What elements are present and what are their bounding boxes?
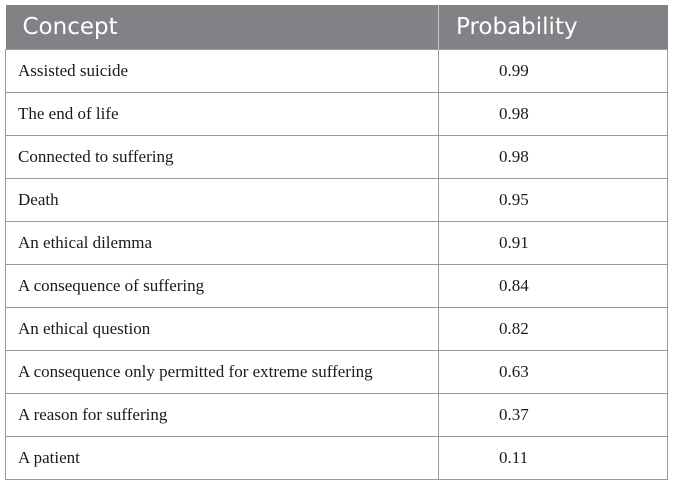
concept-cell: An ethical dilemma xyxy=(5,220,439,265)
probability-cell: 0.63 xyxy=(438,349,668,394)
table-row: A consequence of suffering 0.84 xyxy=(5,263,668,308)
probability-cell: 0.98 xyxy=(438,134,668,179)
table-row: Connected to suffering 0.98 xyxy=(5,134,668,179)
table-row: A reason for suffering 0.37 xyxy=(5,392,668,437)
concept-cell: Death xyxy=(5,177,439,222)
concept-cell: Assisted suicide xyxy=(5,48,439,93)
table-row: An ethical question 0.82 xyxy=(5,306,668,351)
table-body: Assisted suicide 0.99 The end of life 0.… xyxy=(5,48,668,480)
probability-cell: 0.84 xyxy=(438,263,668,308)
table-row: The end of life 0.98 xyxy=(5,91,668,136)
concept-cell: An ethical question xyxy=(5,306,439,351)
header-row: Concept Probability xyxy=(5,5,668,49)
table-row: A consequence only permitted for extreme… xyxy=(5,349,668,394)
column-header-probability: Probability xyxy=(438,5,668,49)
concept-cell: A consequence only permitted for extreme… xyxy=(5,349,439,394)
table-row: An ethical dilemma 0.91 xyxy=(5,220,668,265)
concept-cell: A patient xyxy=(5,435,439,480)
probability-cell: 0.82 xyxy=(438,306,668,351)
probability-cell: 0.95 xyxy=(438,177,668,222)
concept-cell: A consequence of suffering xyxy=(5,263,439,308)
probability-cell: 0.11 xyxy=(438,435,668,480)
concept-probability-table: Concept Probability Assisted suicide 0.9… xyxy=(5,5,668,480)
probability-cell: 0.98 xyxy=(438,91,668,136)
table-row: Assisted suicide 0.99 xyxy=(5,48,668,93)
concept-cell: The end of life xyxy=(5,91,439,136)
probability-cell: 0.37 xyxy=(438,392,668,437)
probability-cell: 0.99 xyxy=(438,48,668,93)
column-header-concept: Concept xyxy=(5,5,439,49)
table-header: Concept Probability xyxy=(5,5,668,49)
table-container: Concept Probability Assisted suicide 0.9… xyxy=(5,5,668,480)
concept-cell: Connected to suffering xyxy=(5,134,439,179)
table-row: A patient 0.11 xyxy=(5,435,668,480)
concept-cell: A reason for suffering xyxy=(5,392,439,437)
table-row: Death 0.95 xyxy=(5,177,668,222)
probability-cell: 0.91 xyxy=(438,220,668,265)
